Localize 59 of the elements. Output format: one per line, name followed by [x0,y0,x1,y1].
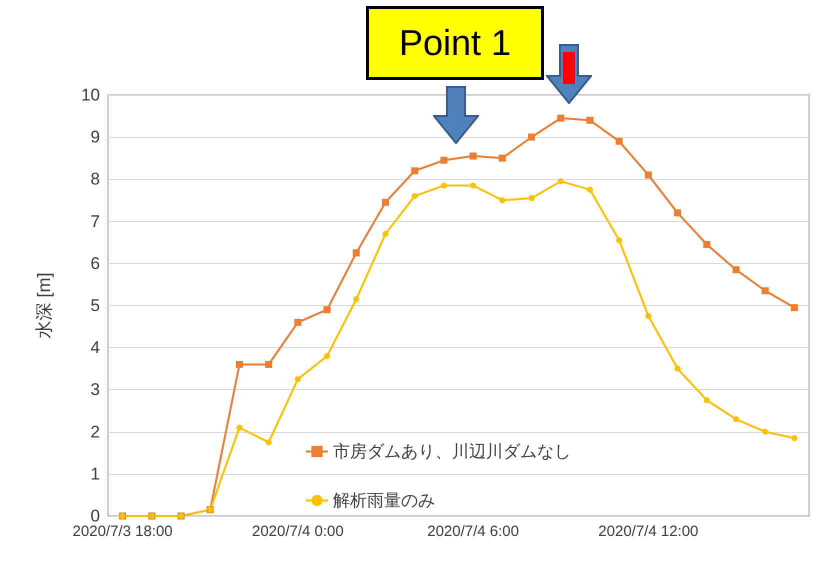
point [236,360,243,368]
point [616,138,623,145]
x-tick-label: 2020/7/3 18:00 [72,523,173,540]
point [644,171,652,178]
point [703,240,710,248]
point [266,439,272,446]
point [294,318,302,326]
point [382,230,388,237]
point [674,366,681,372]
point [732,266,740,274]
y-axis-title: 水深 [m] [34,272,54,338]
point [791,435,798,442]
point [352,249,360,256]
point [499,197,506,204]
point [762,287,769,294]
y-tick-label: 6 [90,254,100,273]
y-tick-label: 0 [90,506,100,526]
point [382,198,389,206]
point [411,167,418,174]
y-tick-label: 9 [90,128,100,147]
y-tick-label: 2 [90,422,100,442]
point [498,154,506,162]
y-tick-label: 10 [81,86,100,104]
point [586,186,593,193]
x-tick-label: 2020/7/4 12:00 [598,523,698,540]
legend-label: 解析雨量のみ [333,491,435,510]
y-tick-label: 7 [90,212,100,231]
point [236,424,242,431]
y-tick-label: 1 [90,464,100,484]
point [324,306,331,314]
point [790,304,798,312]
point [732,416,739,422]
point [704,397,710,404]
point [440,156,448,164]
y-tick-label: 8 [90,170,100,189]
point [645,313,652,320]
point [762,428,768,435]
point [557,114,564,122]
point [324,353,330,360]
point [265,360,272,368]
point [528,134,536,141]
point [470,182,476,189]
point [586,116,594,124]
point [674,209,682,216]
text: Point 1 [366,6,544,80]
point [412,193,418,200]
x-tick-label: 2020/7/4 6:00 [427,523,519,540]
point [558,178,564,184]
point [616,237,622,244]
point [440,182,447,189]
point [353,296,360,302]
point [528,195,535,202]
y-tick-label: 3 [90,380,100,400]
point [294,376,301,382]
x-tick-label: 2020/7/4 0:00 [252,523,344,540]
point [470,152,477,160]
legend-label: 市房ダムあり、川辺川ダムなし [333,442,571,461]
y-tick-label: 4 [90,338,100,358]
y-tick-label: 5 [90,296,100,315]
